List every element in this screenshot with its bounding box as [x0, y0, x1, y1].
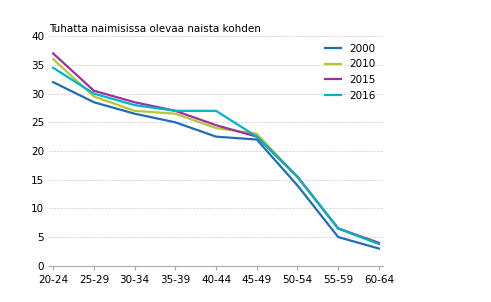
- 2015: [254, 135, 260, 138]
- 2000: [376, 247, 382, 250]
- 2010: [335, 226, 341, 230]
- 2016: [335, 226, 341, 230]
- 2010: [172, 112, 178, 116]
- 2016: [172, 109, 178, 113]
- 2000: [295, 184, 300, 187]
- 2015: [335, 226, 341, 230]
- 2010: [254, 132, 260, 136]
- 2010: [376, 242, 382, 246]
- 2016: [132, 103, 137, 107]
- 2000: [254, 138, 260, 141]
- 2016: [295, 175, 300, 179]
- 2000: [335, 235, 341, 239]
- Line: 2015: 2015: [53, 53, 379, 243]
- 2016: [91, 92, 97, 95]
- 2010: [91, 95, 97, 98]
- Legend: 2000, 2010, 2015, 2016: 2000, 2010, 2015, 2016: [323, 41, 378, 103]
- 2016: [213, 109, 219, 113]
- Line: 2010: 2010: [53, 59, 379, 244]
- 2015: [172, 109, 178, 113]
- 2015: [213, 123, 219, 127]
- 2000: [50, 80, 56, 84]
- 2010: [50, 57, 56, 61]
- Line: 2016: 2016: [53, 68, 379, 244]
- 2015: [295, 175, 300, 179]
- 2000: [213, 135, 219, 138]
- 2000: [91, 100, 97, 104]
- 2000: [132, 112, 137, 116]
- Text: Tuhatta naimisissa olevaa naista kohden: Tuhatta naimisissa olevaa naista kohden: [49, 24, 261, 34]
- Line: 2000: 2000: [53, 82, 379, 249]
- 2010: [295, 175, 300, 179]
- 2010: [132, 109, 137, 113]
- 2016: [254, 135, 260, 138]
- 2015: [91, 89, 97, 92]
- 2015: [132, 100, 137, 104]
- 2016: [50, 66, 56, 70]
- 2000: [172, 120, 178, 124]
- 2016: [376, 242, 382, 246]
- 2015: [50, 52, 56, 55]
- 2010: [213, 126, 219, 130]
- 2015: [376, 241, 382, 245]
